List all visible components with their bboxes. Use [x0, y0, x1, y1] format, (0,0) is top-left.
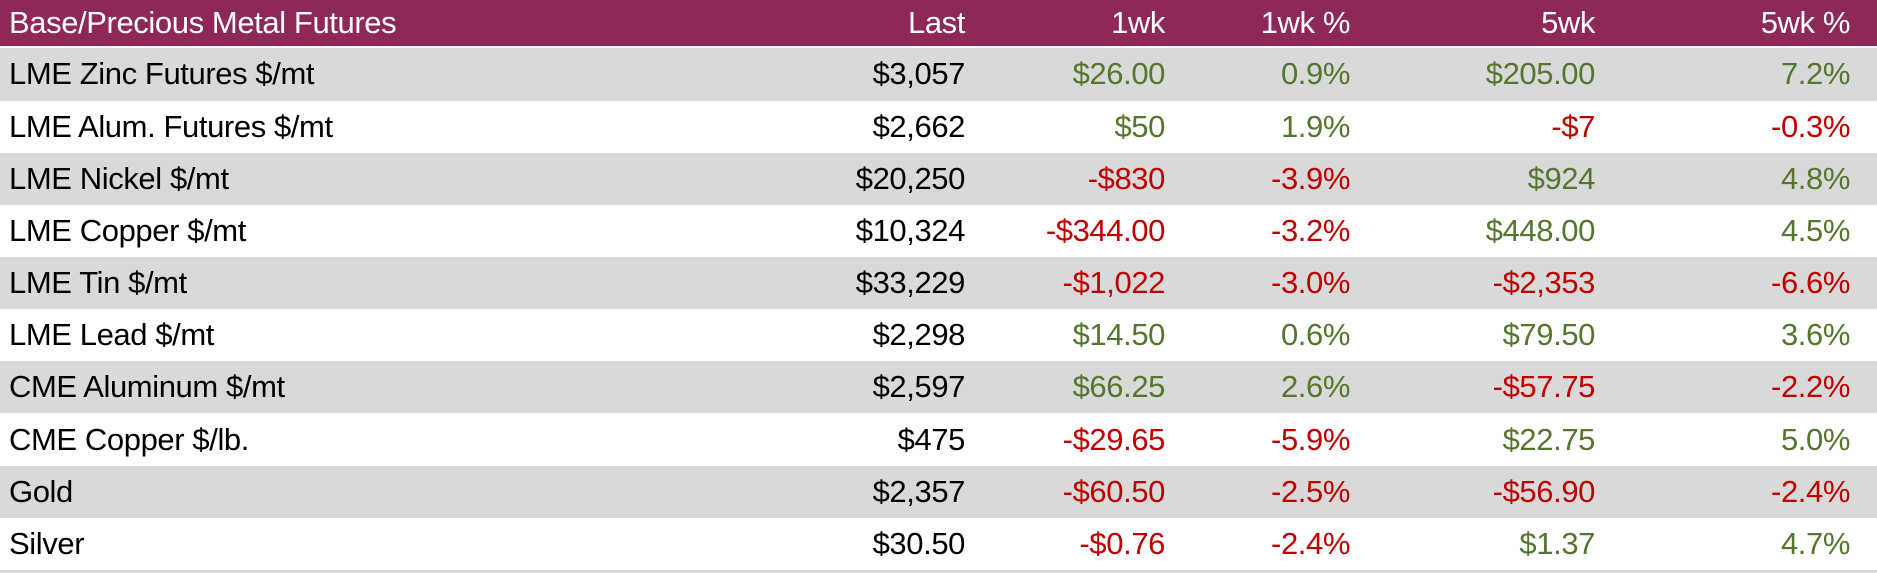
- column-header-5wk: 5wk: [1350, 0, 1595, 48]
- column-header-5wk-pct: 5wk %: [1595, 0, 1877, 48]
- table-row-cme-aluminum: CME Aluminum $/mt $2,597 $66.25 2.6% -$5…: [0, 361, 1877, 414]
- 1wk-pct-change: -3.9%: [1271, 160, 1350, 196]
- table-row-lme-alum: LME Alum. Futures $/mt $2,662 $50 1.9% -…: [0, 100, 1877, 153]
- 5wk-change: $79.50: [1502, 317, 1596, 353]
- 1wk-pct-change: -2.5%: [1271, 473, 1350, 509]
- 5wk-pct-change: 4.5%: [1780, 212, 1850, 248]
- 1wk-change: $14.50: [1072, 317, 1166, 353]
- last-value: $10,324: [855, 212, 966, 248]
- 5wk-pct-change: 5.0%: [1780, 421, 1850, 457]
- column-header-last: Last: [700, 0, 965, 48]
- table-row-cme-copper: CME Copper $/lb. $475 -$29.65 -5.9% $22.…: [0, 413, 1877, 466]
- header-row: Base/Precious Metal Futures Last 1wk 1wk…: [0, 0, 1877, 48]
- last-value: $2,298: [872, 317, 966, 353]
- 1wk-change: -$830: [1087, 160, 1166, 196]
- metal-name: CME Copper $/lb.: [9, 421, 249, 457]
- 5wk-change: $1.37: [1519, 525, 1595, 561]
- 1wk-change: -$60.50: [1062, 473, 1166, 509]
- last-value: $3,057: [872, 56, 966, 92]
- 5wk-change: -$2,353: [1492, 265, 1596, 301]
- metal-name: CME Aluminum $/mt: [9, 369, 285, 405]
- 1wk-change: $26.00: [1072, 56, 1166, 92]
- 5wk-pct-change: -6.6%: [1771, 265, 1850, 301]
- 5wk-pct-change: -2.2%: [1771, 369, 1850, 405]
- 1wk-change: -$0.76: [1079, 525, 1166, 561]
- table-row-lme-copper: LME Copper $/mt $10,324 -$344.00 -3.2% $…: [0, 204, 1877, 258]
- table-row-lme-lead: LME Lead $/mt $2,298 $14.50 0.6% $79.50 …: [0, 309, 1877, 362]
- metal-name: Gold: [9, 473, 73, 509]
- metal-name: LME Nickel $/mt: [9, 160, 229, 196]
- metal-name: Silver: [9, 525, 85, 561]
- 1wk-pct-change: 1.9%: [1280, 108, 1350, 144]
- metal-name: LME Lead $/mt: [9, 317, 215, 353]
- 1wk-change: $50: [1114, 108, 1165, 144]
- 5wk-pct-change: -2.4%: [1771, 473, 1850, 509]
- 1wk-change: $66.25: [1072, 369, 1166, 405]
- 5wk-change: $448.00: [1485, 212, 1596, 248]
- column-header-1wk-pct: 1wk %: [1165, 0, 1350, 48]
- table-row-silver: Silver $30.50 -$0.76 -2.4% $1.37 4.7%: [0, 517, 1877, 570]
- last-value: $475: [897, 421, 966, 457]
- 1wk-change: -$29.65: [1062, 421, 1166, 457]
- 5wk-change: -$7: [1551, 108, 1595, 144]
- last-value: $2,357: [872, 473, 966, 509]
- last-value: $30.50: [872, 525, 966, 561]
- last-value: $20,250: [855, 160, 966, 196]
- table-row-lme-tin: LME Tin $/mt $33,229 -$1,022 -3.0% -$2,3…: [0, 257, 1877, 310]
- last-value: $2,597: [872, 369, 966, 405]
- table-row-lme-nickel: LME Nickel $/mt $20,250 -$830 -3.9% $924…: [0, 152, 1877, 205]
- 1wk-pct-change: 0.6%: [1280, 317, 1350, 353]
- 5wk-change: $22.75: [1502, 421, 1596, 457]
- 5wk-pct-change: 7.2%: [1780, 56, 1850, 92]
- 1wk-change: -$344.00: [1045, 212, 1166, 248]
- 1wk-pct-change: 2.6%: [1280, 369, 1350, 405]
- 5wk-pct-change: 4.7%: [1780, 525, 1850, 561]
- 1wk-pct-change: -3.2%: [1271, 212, 1350, 248]
- 5wk-pct-change: 3.6%: [1780, 317, 1850, 353]
- 5wk-change: $205.00: [1485, 56, 1596, 92]
- metal-name: LME Copper $/mt: [9, 212, 246, 248]
- table-row-gold: Gold $2,357 -$60.50 -2.5% -$56.90 -2.4%: [0, 465, 1877, 518]
- table-title: Base/Precious Metal Futures: [0, 0, 700, 48]
- last-value: $2,662: [872, 108, 966, 144]
- 5wk-change: -$57.75: [1492, 369, 1596, 405]
- 5wk-pct-change: -0.3%: [1771, 108, 1850, 144]
- metal-name: LME Alum. Futures $/mt: [9, 108, 333, 144]
- 5wk-change: -$56.90: [1492, 473, 1596, 509]
- 1wk-pct-change: -3.0%: [1271, 265, 1350, 301]
- last-value: $33,229: [855, 265, 966, 301]
- 1wk-pct-change: 0.9%: [1280, 56, 1350, 92]
- 1wk-pct-change: -5.9%: [1271, 421, 1350, 457]
- metal-name: LME Tin $/mt: [9, 265, 187, 301]
- 1wk-pct-change: -2.4%: [1271, 525, 1350, 561]
- column-header-1wk: 1wk: [965, 0, 1165, 48]
- 5wk-pct-change: 4.8%: [1780, 160, 1850, 196]
- metal-name: LME Zinc Futures $/mt: [9, 56, 315, 92]
- 5wk-change: $924: [1527, 160, 1596, 196]
- table-row-lme-zinc: LME Zinc Futures $/mt $3,057 $26.00 0.9%…: [0, 47, 1877, 101]
- 1wk-change: -$1,022: [1062, 265, 1166, 301]
